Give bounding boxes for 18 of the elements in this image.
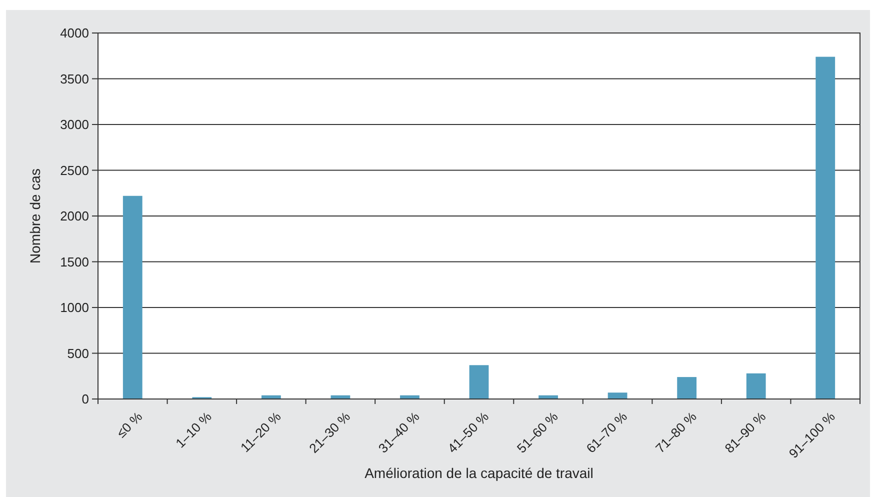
bar: [122, 196, 142, 399]
x-tick-label: ≤0 %: [114, 408, 146, 440]
y-tick-label: 3500: [60, 71, 89, 86]
y-tick-label: 2000: [60, 208, 89, 224]
y-tick-label: 1000: [60, 300, 89, 316]
y-tick-label: 1500: [60, 254, 89, 270]
y-axis-title: Nombre de cas: [27, 168, 43, 264]
y-tick-label: 4000: [60, 26, 89, 41]
y-tick-label: 0: [82, 392, 89, 407]
x-axis-title: Amélioration de la capacité de travail: [364, 465, 594, 481]
y-tick-label: 500: [67, 346, 89, 361]
y-tick-label: 3000: [60, 117, 89, 132]
bar: [469, 365, 489, 399]
y-tick-label: 2500: [60, 162, 89, 178]
bar: [746, 373, 766, 399]
bar: [677, 377, 697, 399]
bar: [608, 392, 628, 399]
bar: [816, 56, 836, 399]
